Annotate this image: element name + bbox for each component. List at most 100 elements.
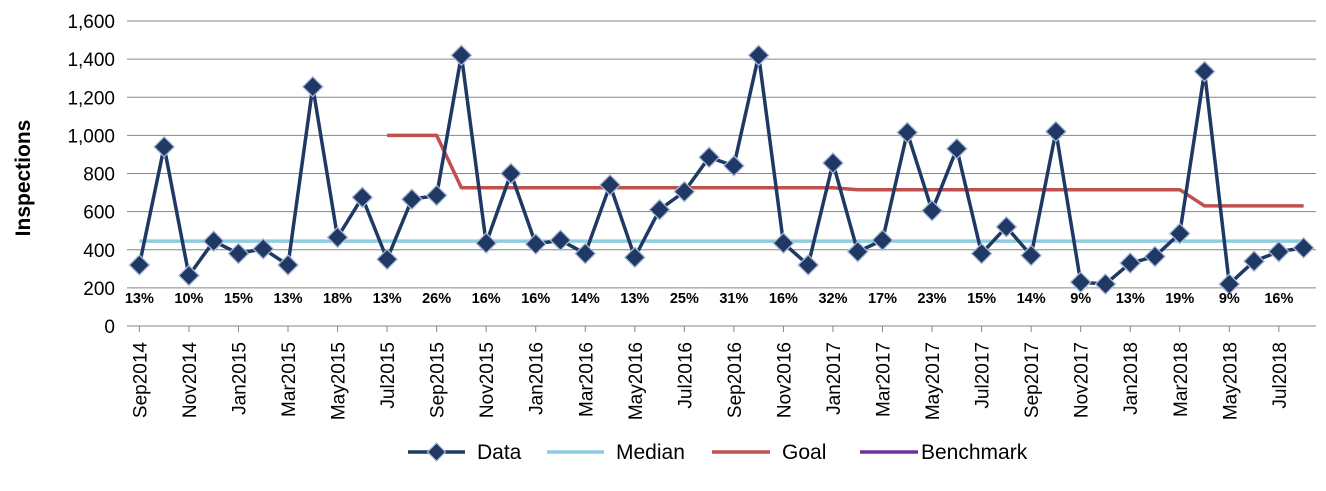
percent-label: 32% xyxy=(818,291,847,307)
data-point-marker xyxy=(400,188,423,211)
data-point-marker xyxy=(1119,252,1142,275)
x-tick-label: Nov2017 xyxy=(1072,342,1093,418)
data-point-marker xyxy=(970,242,993,265)
x-tick-label: Jul2017 xyxy=(973,342,994,409)
data-point-marker xyxy=(722,154,745,177)
x-tick-label: Jul2018 xyxy=(1270,342,1291,409)
data-point-marker xyxy=(921,199,943,222)
data-point-marker xyxy=(376,248,399,271)
data-point-marker xyxy=(153,135,176,158)
percent-label: 13% xyxy=(620,291,649,307)
data-point-marker xyxy=(648,198,671,221)
data-point-marker xyxy=(1069,271,1092,294)
x-tick-label: Sep2014 xyxy=(130,342,151,419)
legend-marker-data xyxy=(426,442,447,462)
x-tick-label: Jul2016 xyxy=(675,342,696,409)
data-point-marker xyxy=(945,137,968,160)
data-point-marker xyxy=(797,254,820,276)
y-axis-title: Inspections xyxy=(12,120,35,237)
axes: 0 200 400 600 800 1,000 1,200 1,400 1,600 Sep2014… xyxy=(67,12,1316,420)
percent-label: 18% xyxy=(323,291,352,307)
percent-label: 16% xyxy=(769,291,798,307)
percent-label: 16% xyxy=(1264,291,1293,307)
percent-label: 25% xyxy=(670,291,699,307)
data-point-marker xyxy=(425,184,448,207)
data-point-marker xyxy=(1267,240,1290,263)
legend-label-data: Data xyxy=(477,441,522,464)
data-point-marker xyxy=(178,264,200,287)
y-tick-label: 0 xyxy=(104,317,115,338)
percent-label: 15% xyxy=(967,291,996,307)
data-point-marker xyxy=(599,174,621,196)
x-tick-label: Jan2017 xyxy=(824,342,845,415)
x-tick-label: Sep2016 xyxy=(725,342,746,418)
data-point-marker xyxy=(1094,273,1117,295)
x-tick-label: Mar2018 xyxy=(1171,342,1192,417)
data-point-marker xyxy=(252,237,275,260)
x-tick-label: Mar2015 xyxy=(279,342,300,417)
goal-series-line xyxy=(387,133,1304,208)
x-tick-label: Nov2014 xyxy=(180,342,201,418)
percent-label: 13% xyxy=(373,291,402,307)
percent-label: 13% xyxy=(1116,291,1145,307)
data-point-marker xyxy=(1193,60,1216,83)
data-point-marker xyxy=(1168,222,1191,245)
data-point-marker xyxy=(747,44,770,67)
x-tick-label: Jan2018 xyxy=(1121,342,1142,415)
data-point-marker xyxy=(896,121,919,144)
percent-label: 14% xyxy=(571,291,600,307)
data-point-marker xyxy=(128,254,151,276)
y-tick-label: 1,200 xyxy=(67,88,115,109)
percent-label: 13% xyxy=(273,291,302,307)
legend-label-benchmark: Benchmark xyxy=(921,441,1028,464)
y-tick-label: 200 xyxy=(83,279,115,300)
x-tick-label: Jan2015 xyxy=(229,342,250,415)
percent-label: 19% xyxy=(1165,291,1194,307)
x-tick-label: Sep2015 xyxy=(428,342,449,418)
percent-label: 9% xyxy=(1070,291,1091,307)
x-tick-label: Mar2016 xyxy=(576,342,597,417)
legend-label-goal: Goal xyxy=(782,441,826,464)
x-tick-label: Jan2016 xyxy=(527,342,548,415)
percent-label: 23% xyxy=(918,291,947,307)
legend-label-median: Median xyxy=(616,441,685,464)
x-tick-label: Sep2017 xyxy=(1022,342,1043,418)
data-point-marker xyxy=(995,215,1018,238)
data-point-marker xyxy=(822,152,844,174)
data-point-marker xyxy=(574,242,597,265)
percent-label: 10% xyxy=(174,291,203,307)
x-tick-label: May2015 xyxy=(329,342,350,420)
data-point-marker xyxy=(1020,244,1043,267)
data-point-marker xyxy=(698,146,721,169)
percent-label: 16% xyxy=(472,291,501,307)
percent-label: 31% xyxy=(719,291,748,307)
data-point-marker xyxy=(277,254,299,276)
data-point-marker xyxy=(301,75,324,98)
data-point-marker xyxy=(475,232,498,254)
percent-label: 15% xyxy=(224,291,253,307)
legend: Data Median Goal Benchmark xyxy=(408,441,1028,464)
y-tick-label: 1,600 xyxy=(67,12,115,33)
data-point-marker xyxy=(1292,236,1315,259)
percent-label: 9% xyxy=(1219,291,1240,307)
x-tick-label: Nov2015 xyxy=(477,342,498,418)
data-point-marker xyxy=(326,226,349,249)
x-tick-label: Mar2017 xyxy=(874,342,895,417)
x-tick-label: May2017 xyxy=(923,342,944,420)
percent-labels: 13% 10% 15% 13% 18% 13% 26% 16% 16% 14% 13% 25% 31% 1… xyxy=(125,291,1294,307)
data-point-marker xyxy=(549,229,572,252)
data-point-marker xyxy=(500,162,522,185)
data-point-marker xyxy=(227,242,250,265)
data-point-marker xyxy=(1243,250,1265,273)
data-point-marker xyxy=(1044,120,1067,143)
data-point-marker xyxy=(846,240,869,263)
x-tick-label: May2016 xyxy=(626,342,647,420)
y-tick-label: 800 xyxy=(83,165,115,186)
x-tick-label: Nov2016 xyxy=(774,342,795,418)
data-point-marker xyxy=(1144,245,1166,268)
y-tick-label: 600 xyxy=(83,203,115,224)
data-point-marker xyxy=(450,44,473,67)
data-point-marker xyxy=(871,229,894,252)
y-tick-label: 400 xyxy=(83,241,115,262)
